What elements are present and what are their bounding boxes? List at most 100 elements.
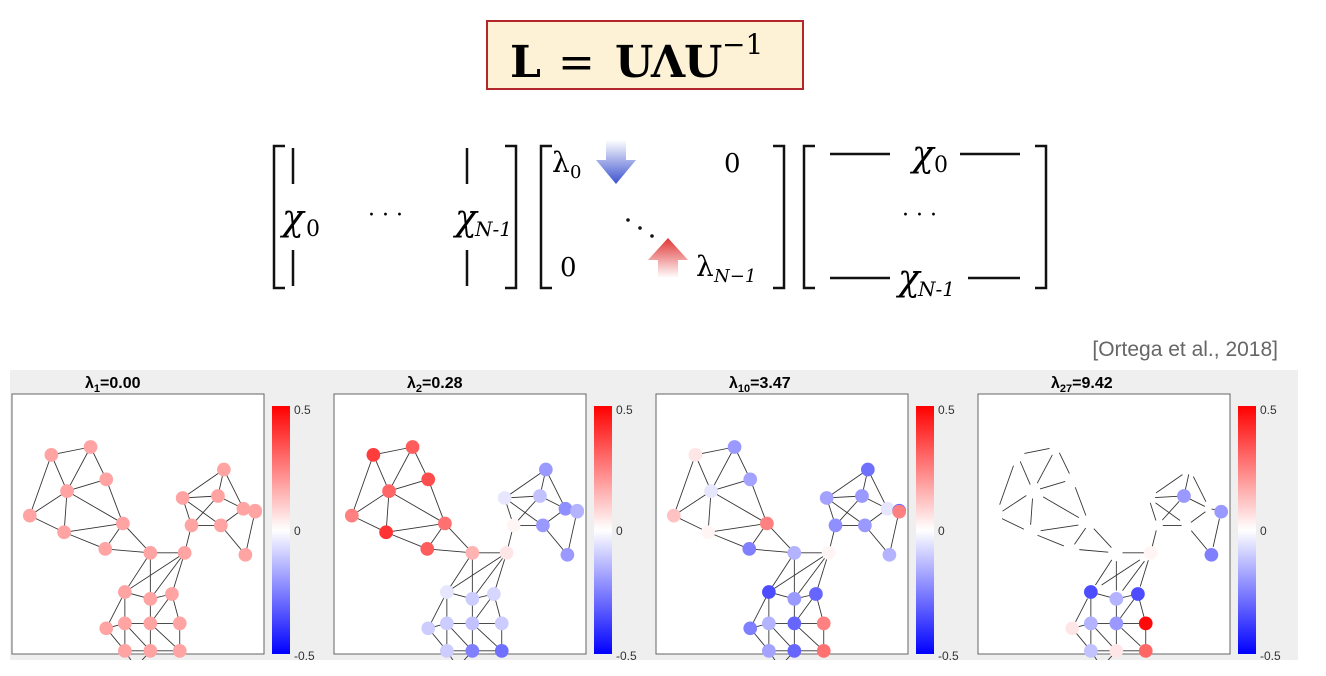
- graph-edge: [446, 552, 507, 593]
- graph-edge: [386, 523, 445, 533]
- graph-edge: [1095, 592, 1112, 599]
- graph-edge: [427, 548, 473, 554]
- graph-edge: [1001, 518, 1025, 530]
- panel-3: λ10=3.47 0.5 0 -0.5: [654, 370, 976, 660]
- graph-edge: [63, 491, 68, 533]
- graph-node: [828, 518, 843, 533]
- graph-node: [465, 592, 480, 606]
- graph-edge: [1155, 495, 1178, 499]
- graph-node: [421, 472, 436, 487]
- formula-lambda: Λ: [650, 37, 686, 88]
- colorbar: [1238, 406, 1256, 654]
- graph-node: [118, 643, 132, 658]
- graph-edge: [1030, 498, 1033, 525]
- graph-edge: [1040, 524, 1079, 532]
- graph-edge: [182, 469, 225, 499]
- graph-edge: [1119, 599, 1135, 619]
- graph-node: [787, 545, 802, 560]
- graph-edge: [66, 446, 91, 492]
- graph-node: [465, 545, 480, 560]
- graph-node: [762, 585, 776, 599]
- title-lambda: λ: [1051, 375, 1060, 392]
- graph-edge: [149, 552, 185, 600]
- graph-edge: [105, 479, 124, 524]
- graph-edge: [707, 531, 750, 550]
- graph-node: [438, 516, 452, 531]
- panel-1: λ1=0.00 0.5 0 -0.5: [10, 370, 332, 660]
- graph-edge: [793, 552, 829, 600]
- graph-node: [499, 545, 514, 560]
- colorbar: [272, 406, 290, 654]
- diag-dot: [626, 218, 630, 222]
- graph: [22, 440, 263, 660]
- graph-node: [816, 643, 831, 658]
- graph-node: [760, 516, 774, 531]
- bracket-left-2: [539, 144, 552, 290]
- graph-edge: [1190, 530, 1208, 550]
- graph-edge: [29, 454, 52, 516]
- graph-edge: [1095, 559, 1113, 586]
- graph-edge: [29, 490, 68, 516]
- graph-edge: [1212, 518, 1220, 547]
- colorbar-min-label: -0.5: [1260, 649, 1281, 660]
- graph-edge: [1024, 447, 1050, 454]
- graph-node: [440, 616, 454, 631]
- panel-svg: λ1=0.00 0.5 0 -0.5: [11, 375, 315, 660]
- graph-edge: [768, 552, 795, 593]
- lambdaN: λ: [696, 250, 714, 283]
- graph-node: [1177, 489, 1191, 503]
- arrow-down-icon: [596, 140, 636, 184]
- arrow-up-icon: [648, 238, 688, 278]
- panel-title: λ2=0.28: [407, 375, 463, 395]
- graph-node: [787, 616, 802, 631]
- title-value: =0.28: [422, 375, 463, 392]
- colorbar-mid-label: 0: [1260, 524, 1267, 538]
- graph-node: [506, 518, 521, 533]
- panel-svg: λ2=0.28 0.5 0 -0.5: [333, 375, 637, 660]
- formula-u: U: [615, 37, 653, 88]
- colorbar-max-label: 0.5: [1260, 403, 1277, 417]
- diag-dot: [638, 226, 642, 230]
- graph-edge: [749, 479, 768, 524]
- formula-box: L = U Λ U −1: [486, 20, 804, 90]
- colorbar-mid-label: 0: [294, 524, 301, 538]
- graph-edge: [826, 469, 869, 499]
- bracket-left-1: [272, 144, 285, 290]
- graph-node: [99, 621, 114, 636]
- graph-node: [214, 518, 228, 533]
- graph-node: [465, 643, 480, 658]
- graph-edge: [1155, 502, 1181, 521]
- graph-node: [143, 545, 158, 560]
- graph-node: [99, 472, 114, 487]
- graph-node: [688, 447, 703, 462]
- graph-node: [787, 643, 802, 658]
- graph-node: [704, 484, 718, 498]
- colorbar-mid-label: 0: [938, 524, 945, 538]
- title-value: =0.00: [100, 375, 141, 392]
- graph-edge: [1138, 599, 1145, 619]
- graph-node: [165, 587, 179, 601]
- graph-node: [860, 462, 875, 477]
- colorbar-max-label: 0.5: [938, 403, 955, 417]
- graph-edge: [351, 490, 390, 516]
- graph-node: [22, 508, 37, 523]
- zero-bottom-left: 0: [560, 253, 577, 283]
- graph-node: [143, 592, 158, 606]
- graph-edge: [545, 469, 566, 509]
- graph-node: [382, 484, 396, 498]
- graph-node: [560, 547, 575, 562]
- graph-edge: [66, 490, 124, 524]
- graph-node: [238, 547, 253, 562]
- graph-node: [1138, 643, 1153, 658]
- graph-edge: [1190, 511, 1206, 523]
- graph-edge: [493, 552, 508, 595]
- title-lambda: λ: [85, 375, 94, 392]
- citation: [Ortega et al., 2018]: [1092, 338, 1278, 361]
- graph-node: [83, 440, 98, 454]
- graph-node: [1084, 616, 1098, 631]
- graph-node: [497, 491, 512, 505]
- colorbar: [916, 406, 934, 654]
- colN-sub: N-1: [474, 217, 512, 241]
- graph-edge: [1161, 500, 1180, 521]
- colN-chi: χ: [452, 198, 479, 239]
